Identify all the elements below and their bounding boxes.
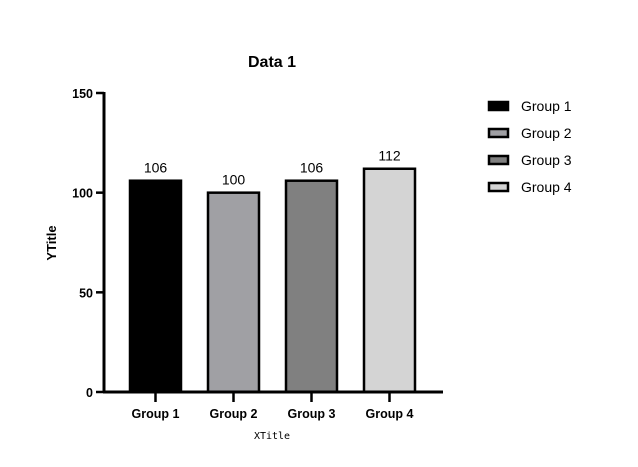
x-axis-title: XTitle xyxy=(254,431,290,442)
x-tick-label: Group 1 xyxy=(132,407,180,421)
legend-swatch xyxy=(487,100,510,112)
data-label: 106 xyxy=(300,160,324,176)
legend-swatch xyxy=(487,154,510,166)
y-tick-label: 50 xyxy=(79,286,93,300)
bar-3 xyxy=(284,179,339,394)
chart-title: Data 1 xyxy=(248,54,296,71)
bar-4 xyxy=(362,167,417,394)
legend-label: Group 2 xyxy=(521,125,572,141)
legend-label: Group 1 xyxy=(521,98,572,114)
y-axis-title: YTitle xyxy=(44,225,59,260)
legend-label: Group 4 xyxy=(521,179,572,195)
data-label: 106 xyxy=(144,160,168,176)
x-tick-label: Group 4 xyxy=(366,407,414,421)
bar-2 xyxy=(206,191,261,394)
data-label: 100 xyxy=(222,172,246,188)
legend-swatch xyxy=(487,127,510,139)
x-tick-label: Group 3 xyxy=(288,407,336,421)
legend-swatch xyxy=(487,181,510,193)
bar-1 xyxy=(128,179,183,394)
y-tick-label: 0 xyxy=(86,386,93,400)
data-label: 112 xyxy=(378,148,401,164)
y-tick-label: 100 xyxy=(72,187,93,201)
y-tick-label: 150 xyxy=(72,87,93,101)
x-tick-label: Group 2 xyxy=(210,407,258,421)
legend-label: Group 3 xyxy=(521,152,572,168)
